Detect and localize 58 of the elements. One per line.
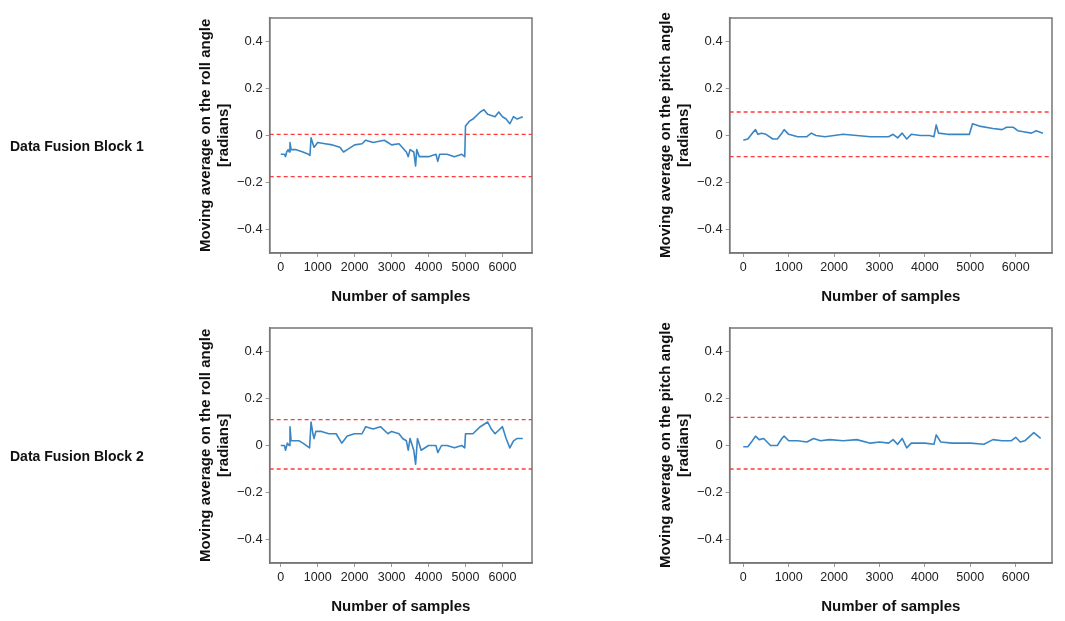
y-axis-title: Moving average on the pitch angle [radians] [655,321,692,570]
text: Data Fusion Block 1 [10,138,144,154]
x-tick-label: 2000 [340,259,369,274]
y-tick-label: 0.2 [704,80,723,96]
x-tick-label: 2000 [820,569,849,584]
x-tick-label: 1000 [774,259,803,274]
y-tick-label: −0.4 [696,531,723,547]
x-tick-label: 1000 [303,569,332,584]
x-tick-label: 4000 [910,259,939,274]
x-tick-label: 3000 [865,259,894,274]
x-tick-label: 3000 [865,569,894,584]
y-tick-label: 0.4 [704,343,723,359]
x-tick-label: 5000 [451,569,480,584]
x-tick-label: 4000 [910,569,939,584]
y-tick-label: 0.4 [244,343,263,359]
y-axis-title: Moving average on the roll angle [radians] [195,327,232,564]
y-tick-label: −0.2 [696,174,723,190]
x-tick-label: 3000 [377,259,406,274]
y-tick-label: 0.4 [704,33,723,49]
x-tick-label: 0 [277,259,285,274]
y-tick-label: −0.2 [236,484,263,500]
y-tick-label: −0.4 [236,531,263,547]
y-tick-label: 0.4 [244,33,263,49]
y-tick-label: 0 [255,127,263,143]
x-tick-label: 5000 [451,259,480,274]
x-tick-label: 2000 [820,259,849,274]
x-axis-title: Number of samples [331,597,471,615]
y-tick-label: −0.4 [696,221,723,237]
x-tick-label: 5000 [956,259,985,274]
x-tick-label: 6000 [488,569,517,584]
x-tick-label: 2000 [340,569,369,584]
x-tick-label: 0 [739,569,747,584]
y-tick-label: 0 [255,437,263,453]
x-tick-label: 6000 [488,259,517,274]
y-tick-label: −0.2 [696,484,723,500]
y-tick-label: 0 [715,437,723,453]
y-tick-label: 0 [715,127,723,143]
x-axis-title: Number of samples [331,287,471,305]
x-tick-label: 6000 [1001,569,1030,584]
y-axis-title: Moving average on the pitch angle [radians] [655,11,692,260]
y-tick-label: 0.2 [244,80,263,96]
x-tick-label: 3000 [377,569,406,584]
x-tick-label: 6000 [1001,259,1030,274]
x-tick-label: 4000 [414,259,443,274]
y-tick-label: −0.4 [236,221,263,237]
x-axis-title: Number of samples [821,597,961,615]
x-tick-label: 0 [739,259,747,274]
x-axis-title: Number of samples [821,287,961,305]
y-tick-label: −0.2 [236,174,263,190]
y-tick-label: 0.2 [704,390,723,406]
y-axis-title: Moving average on the roll angle [radians] [195,17,232,254]
y-tick-label: 0.2 [244,390,263,406]
x-tick-label: 5000 [956,569,985,584]
x-tick-label: 1000 [303,259,332,274]
x-tick-label: 0 [277,569,285,584]
text: Data Fusion Block 2 [10,448,144,464]
x-tick-label: 4000 [414,569,443,584]
x-tick-label: 1000 [774,569,803,584]
